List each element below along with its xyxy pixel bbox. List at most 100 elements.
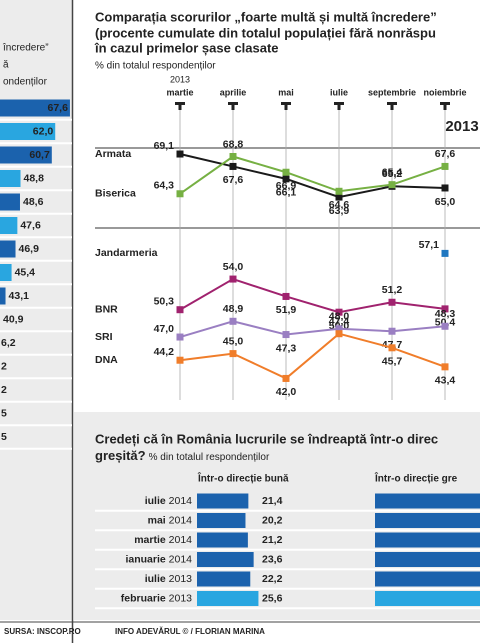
- year-label: 2013: [170, 74, 190, 84]
- value-label: 47,3: [276, 342, 297, 354]
- category-label: februarie 2013: [121, 592, 192, 604]
- value-label: 67,6: [223, 174, 244, 186]
- bar: [197, 591, 259, 606]
- value-label: 40,9: [3, 313, 24, 325]
- point: [441, 249, 449, 257]
- value-label: 68,8: [223, 138, 244, 150]
- value-label: 44,2: [154, 346, 175, 358]
- value-label: 48,0: [329, 311, 350, 323]
- point: [282, 168, 290, 176]
- value-label: 43,1: [9, 290, 30, 302]
- point: [335, 187, 343, 195]
- value-label: 48,6: [23, 196, 44, 208]
- point: [176, 150, 184, 158]
- category-month: iulie: [145, 495, 166, 507]
- point: [229, 153, 237, 160]
- value-label: 67,6: [48, 102, 69, 114]
- value-label: 65,4: [382, 166, 403, 178]
- point: [335, 308, 343, 316]
- value-label: 50,3: [154, 295, 175, 307]
- bar: [0, 217, 18, 234]
- series-name: BNR: [95, 303, 118, 315]
- category-month: februarie: [121, 592, 166, 604]
- value-label: 45,4: [15, 266, 36, 278]
- point: [282, 175, 290, 183]
- category-year: 2013: [169, 592, 193, 604]
- bar: [0, 99, 70, 117]
- point: [176, 306, 184, 314]
- value-label: 64,3: [154, 180, 175, 192]
- bar-decor: [375, 493, 480, 509]
- category-year: 2014: [169, 495, 193, 507]
- value-label: 48,9: [223, 303, 244, 315]
- value-label: 65,2: [382, 168, 403, 180]
- category-label: ianuarie 2014: [125, 553, 192, 565]
- t-marker: [390, 102, 394, 110]
- value-label: 60,7: [29, 149, 50, 161]
- series-name: Jandarmeria: [95, 247, 158, 259]
- series-name: Armata: [95, 148, 131, 160]
- value-label: 5: [1, 431, 7, 443]
- column-header: Într-o direcție gre: [374, 472, 458, 485]
- point: [282, 374, 290, 382]
- point: [441, 363, 449, 371]
- x-tick-label: septembrie: [368, 87, 416, 97]
- value-label: 47,0: [154, 323, 175, 335]
- point: [176, 333, 184, 341]
- value-label: 48,8: [24, 172, 45, 184]
- category-year: 2014: [169, 514, 193, 526]
- value-label: 2: [1, 360, 7, 372]
- value-label: 45,7: [382, 356, 403, 368]
- point: [229, 275, 237, 283]
- category-month: ianuarie: [125, 553, 165, 565]
- value-label: 63,9: [329, 205, 350, 217]
- bar-decor: [375, 591, 480, 606]
- point: [335, 193, 343, 201]
- point: [229, 162, 237, 170]
- t-marker: [337, 102, 341, 110]
- bar: [0, 264, 12, 281]
- subtitle: % din totalul respondenților: [95, 61, 216, 72]
- bar: [197, 493, 249, 509]
- point: [176, 356, 184, 364]
- value-label: 65,0: [435, 196, 456, 208]
- series-line: [179, 153, 446, 199]
- point: [388, 181, 396, 189]
- t-marker: [284, 102, 288, 110]
- value-label: 51,2: [382, 284, 403, 296]
- bar: [197, 532, 248, 548]
- left-text: ondenților: [3, 77, 48, 88]
- category-label: mai 2014: [148, 514, 193, 526]
- x-tick-label: aprilie: [220, 87, 247, 97]
- bar-decor: [375, 532, 480, 548]
- category-year: 2014: [169, 534, 193, 546]
- point: [441, 305, 449, 313]
- category-label: iulie 2013: [145, 573, 192, 585]
- title-line: Comparația scorurilor „foarte multă și m…: [95, 9, 437, 24]
- point: [441, 322, 449, 330]
- value-label: 50,4: [435, 317, 456, 329]
- left-text: încredere”: [2, 43, 49, 54]
- value-label: 43,4: [435, 375, 456, 387]
- t-marker: [443, 102, 447, 110]
- series-line: [179, 277, 446, 314]
- value-label: 25,6: [262, 592, 283, 604]
- point: [335, 330, 343, 338]
- value-label: 57,1: [419, 239, 440, 251]
- category-month: mai: [148, 514, 166, 526]
- point: [176, 190, 184, 198]
- value-label: 66,9: [276, 180, 297, 192]
- category-label: martie 2014: [134, 534, 192, 546]
- bar: [197, 571, 251, 587]
- value-label: 23,6: [262, 553, 283, 565]
- value-label: 69,1: [154, 140, 175, 152]
- title-line: în cazul primelor șase clasate: [94, 40, 279, 55]
- point: [388, 298, 396, 306]
- title-line: (procente cumulate din totalul populație…: [95, 25, 436, 40]
- t-marker: [178, 102, 182, 110]
- value-label: 21,4: [262, 495, 283, 507]
- category-label: iulie 2014: [145, 495, 192, 507]
- point: [388, 344, 396, 352]
- value-label: 62,0: [33, 125, 54, 137]
- source: SURSA: INSCOP.RO: [4, 627, 81, 636]
